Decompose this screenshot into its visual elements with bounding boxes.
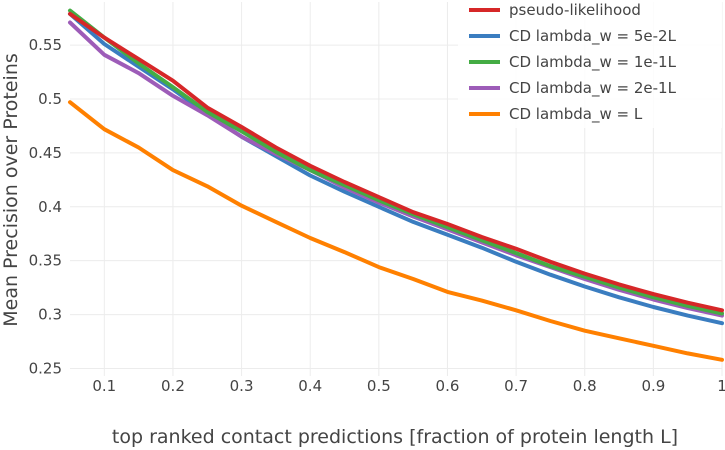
x-tick-labels: 0.1 0.2 0.3 0.4 0.5 0.6 0.7 0.8 0.9 1 (92, 377, 725, 395)
legend-label: CD lambda_w = 2e-1L (509, 79, 677, 98)
x-tick-label: 0.8 (573, 377, 597, 395)
series-lines (68, 8, 724, 362)
y-axis-title: Mean Precision over Proteins (0, 53, 22, 327)
x-tick-label: 0.7 (504, 377, 528, 395)
y-tick-labels: 0.25 0.3 0.35 0.4 0.45 0.5 0.55 (29, 36, 62, 377)
x-tick-label: 0.1 (92, 377, 116, 395)
series-line-4 (68, 20, 724, 318)
y-tick-label: 0.3 (38, 306, 62, 324)
y-tick-label: 0.45 (29, 144, 62, 162)
legend-label: pseudo-likelihood (509, 1, 641, 19)
y-tick-label: 0.55 (29, 36, 62, 54)
x-tick-label: 0.5 (367, 377, 391, 395)
series-line-5 (68, 100, 724, 362)
legend-label: CD lambda_w = 5e-2L (509, 27, 677, 46)
x-tick-label: 0.4 (298, 377, 322, 395)
legend-label: CD lambda_w = L (509, 105, 643, 124)
x-tick-label: 0.2 (161, 377, 185, 395)
x-tick-label: 0.9 (641, 377, 665, 395)
x-axis-title: top ranked contact predictions [fraction… (112, 426, 678, 448)
y-tick-label: 0.4 (38, 198, 62, 216)
x-tick-label: 0.3 (230, 377, 254, 395)
legend: pseudo-likelihood CD lambda_w = 5e-2L CD l… (458, 0, 722, 128)
series-line-3 (68, 8, 724, 316)
y-tick-label: 0.35 (29, 252, 62, 270)
legend-background (458, 0, 722, 128)
x-tick-label: 1 (717, 377, 725, 395)
y-tick-label: 0.25 (29, 359, 62, 377)
y-tick-label: 0.5 (38, 90, 62, 108)
legend-label: CD lambda_w = 1e-1L (509, 53, 677, 72)
series-line-1 (68, 11, 724, 313)
x-tick-label: 0.6 (436, 377, 460, 395)
